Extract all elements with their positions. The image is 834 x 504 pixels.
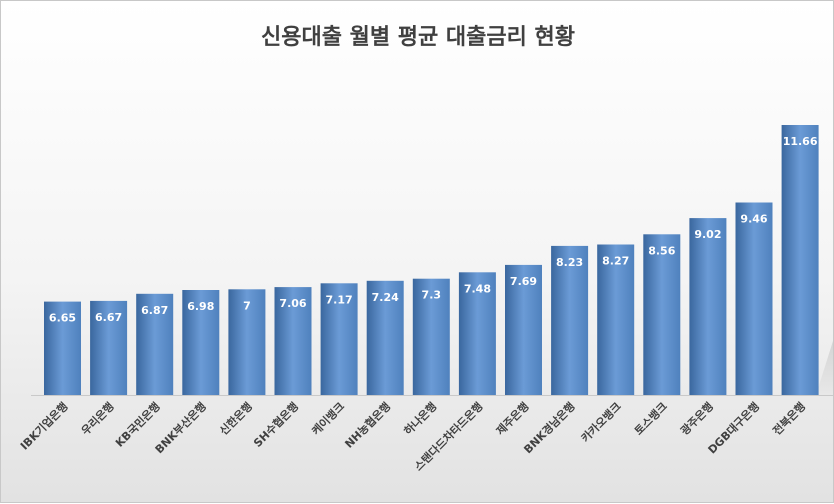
bar-15 xyxy=(735,202,773,395)
category-label-1: 우리은행 xyxy=(78,399,117,438)
value-label-12: 8.27 xyxy=(602,255,629,268)
value-label-15: 9.46 xyxy=(740,213,767,226)
category-label-10: 제주은행 xyxy=(493,399,532,438)
value-label-7: 7.24 xyxy=(372,291,399,304)
value-label-4: 7 xyxy=(243,299,251,312)
bar-8 xyxy=(412,278,450,395)
value-label-0: 6.65 xyxy=(49,312,76,325)
bar-13 xyxy=(643,234,681,395)
bar-3 xyxy=(182,290,220,395)
category-label-12: 카카오뱅크 xyxy=(578,399,624,445)
value-label-14: 9.02 xyxy=(694,228,721,241)
category-label-7: NH농협은행 xyxy=(342,399,394,451)
bar-7 xyxy=(366,280,404,395)
bar-5 xyxy=(274,287,312,395)
bar-2 xyxy=(136,293,174,395)
bar-0 xyxy=(44,301,81,395)
category-label-13: 토스뱅크 xyxy=(631,399,670,438)
value-label-11: 8.23 xyxy=(556,256,583,269)
category-label-6: 케이뱅크 xyxy=(309,399,348,438)
value-label-10: 7.69 xyxy=(510,275,537,288)
bar-9 xyxy=(458,272,496,395)
value-label-5: 7.06 xyxy=(279,297,306,310)
category-label-0: IBK기업은행 xyxy=(17,399,70,452)
value-label-3: 6.98 xyxy=(187,300,214,313)
bar-14 xyxy=(689,218,727,395)
chart-title: 신용대출 월별 평균 대출금리 현황 xyxy=(261,25,575,50)
bar-12 xyxy=(597,244,635,395)
category-label-16: 전북은행 xyxy=(770,399,809,438)
bar-1 xyxy=(90,300,128,395)
bar-16 xyxy=(781,125,819,395)
value-label-2: 6.87 xyxy=(141,304,168,317)
bar-6 xyxy=(320,283,358,395)
category-label-8: 하나은행 xyxy=(401,399,440,438)
value-label-8: 7.3 xyxy=(422,289,442,302)
category-label-2: KB국민은행 xyxy=(112,399,162,449)
category-label-5: SH수협은행 xyxy=(250,399,301,450)
value-label-9: 7.48 xyxy=(464,282,491,295)
bar-10 xyxy=(505,264,542,395)
value-label-1: 6.67 xyxy=(95,311,122,324)
bar-11 xyxy=(551,245,589,395)
value-label-13: 8.56 xyxy=(648,244,675,257)
value-label-16: 11.66 xyxy=(783,135,818,148)
category-label-14: 광주은행 xyxy=(677,399,716,438)
bar-4 xyxy=(228,289,266,395)
value-label-6: 7.17 xyxy=(326,293,353,306)
category-label-4: 신한은행 xyxy=(216,399,255,438)
